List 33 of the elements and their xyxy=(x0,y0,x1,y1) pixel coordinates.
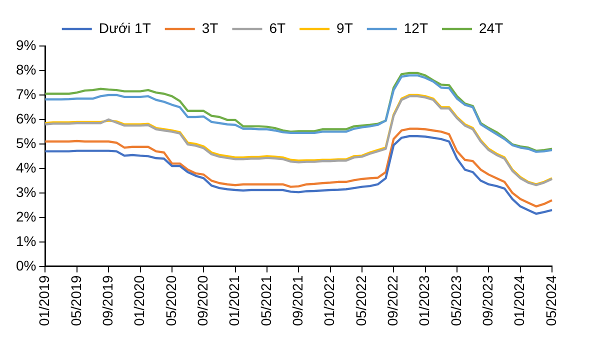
y-tick-label: 5% xyxy=(16,134,36,151)
y-tick-label: 3% xyxy=(16,184,36,200)
x-tick-label: 01/2024 xyxy=(511,275,528,326)
x-tick-label: 09/2022 xyxy=(384,275,400,326)
legend-label: 9T xyxy=(336,20,354,36)
x-tick-label: 05/2024 xyxy=(542,275,559,326)
legend-label: 6T xyxy=(269,20,286,36)
x-tick-label: 05/2021 xyxy=(258,275,274,326)
y-tick-label: 8% xyxy=(16,61,36,78)
x-tick-label: 09/2020 xyxy=(194,275,210,326)
x-tick-label: 05/2020 xyxy=(162,275,179,326)
x-tick-label: 01/2020 xyxy=(131,275,148,326)
x-tick-label: 09/2021 xyxy=(289,275,306,326)
legend-label: 24T xyxy=(479,20,504,36)
x-tick-label: 09/2019 xyxy=(99,275,116,326)
legend-label: 12T xyxy=(404,20,428,36)
x-tick-label: 01/2019 xyxy=(36,275,52,326)
x-tick-label: 05/2022 xyxy=(352,275,369,326)
y-tick-label: 6% xyxy=(16,110,36,126)
x-tick-label: 01/2021 xyxy=(226,275,242,326)
x-tick-label: 01/2023 xyxy=(416,275,432,326)
legend-label: 3T xyxy=(202,20,219,36)
x-tick-label: 01/2022 xyxy=(321,275,338,326)
y-tick-label: 2% xyxy=(16,208,36,224)
y-tick-label: 4% xyxy=(16,159,36,176)
x-tick-label: 05/2023 xyxy=(448,275,464,326)
y-tick-label: 0% xyxy=(16,257,36,274)
y-tick-label: 7% xyxy=(16,86,36,102)
legend-label: Dưới 1T xyxy=(98,20,152,36)
x-tick-label: 05/2019 xyxy=(68,275,84,326)
x-tick-label: 09/2023 xyxy=(480,275,496,326)
y-tick-label: 1% xyxy=(16,232,36,249)
y-tick-label: 9% xyxy=(16,36,36,53)
